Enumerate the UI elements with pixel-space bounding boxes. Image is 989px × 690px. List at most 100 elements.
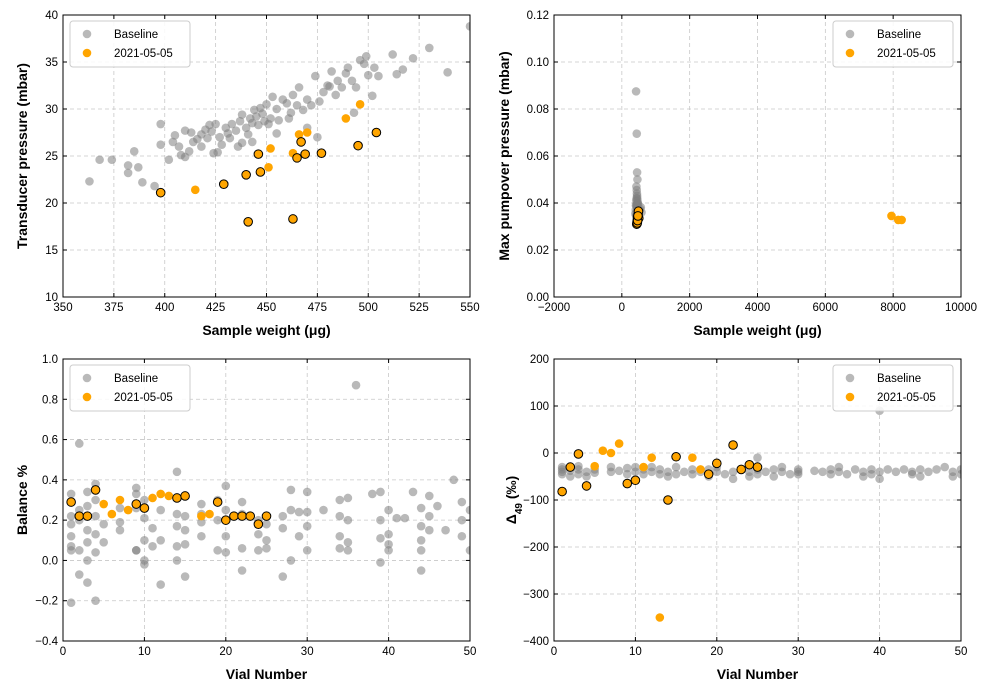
data-point — [180, 525, 190, 535]
y-tick-label: −100 — [523, 495, 549, 507]
data-point — [155, 187, 166, 198]
data-point — [631, 462, 640, 472]
data-point — [272, 129, 281, 138]
data-point — [343, 546, 353, 555]
data-point — [66, 489, 76, 499]
data-point — [82, 511, 93, 521]
data-point — [91, 529, 100, 539]
data-point — [359, 59, 369, 69]
data-point — [205, 509, 214, 519]
y-label-subscript: 49 — [514, 503, 525, 515]
y-tick-label: 200 — [530, 354, 549, 366]
data-point — [368, 489, 377, 499]
data-point — [292, 100, 302, 110]
data-point — [90, 485, 101, 495]
y-tick-label: 0.02 — [527, 245, 549, 257]
data-point — [355, 100, 365, 109]
data-point — [284, 114, 294, 123]
data-point — [197, 511, 206, 521]
data-point — [138, 178, 147, 187]
data-point — [197, 142, 206, 151]
data-point — [83, 578, 92, 587]
x-axis-label: Vial Number — [226, 666, 308, 682]
data-point — [107, 155, 117, 165]
legend-box — [832, 20, 954, 68]
y-tick-label: 0.12 — [527, 10, 549, 22]
x-tick-label: 500 — [359, 302, 378, 314]
data-point — [384, 505, 393, 515]
data-point — [761, 467, 770, 477]
legend-label: Baseline — [877, 29, 921, 41]
data-point — [465, 21, 470, 31]
data-point — [679, 467, 689, 477]
data-point — [302, 521, 312, 531]
y-tick-label: 0.04 — [527, 198, 550, 210]
data-point — [325, 82, 334, 91]
data-point — [237, 544, 247, 553]
x-tick-label: 0 — [60, 646, 66, 658]
y-axis-label: Balance % — [14, 464, 30, 535]
data-point — [581, 481, 592, 491]
x-tick-label: 40 — [382, 646, 395, 658]
data-point — [785, 469, 795, 479]
data-point — [74, 439, 84, 448]
data-point — [254, 529, 263, 539]
data-point — [255, 167, 266, 177]
y-axis-label: Max pumpover pressure (mbar) — [496, 51, 512, 260]
data-point — [266, 144, 275, 153]
data-point — [262, 535, 271, 545]
data-point — [793, 467, 803, 477]
data-point — [156, 535, 165, 545]
data-point — [298, 105, 308, 115]
data-point — [180, 126, 190, 135]
data-point — [696, 465, 705, 474]
x-tick-label: −2000 — [538, 302, 570, 314]
data-point — [408, 53, 418, 63]
data-point — [590, 461, 599, 471]
data-point — [891, 467, 901, 477]
data-point — [368, 91, 377, 101]
ticks: −2000 0 2000 4000 6000 8000 10000 0.00 0.02 0.04 0… — [527, 10, 977, 314]
legend-marker — [845, 373, 855, 383]
data-point — [400, 513, 410, 523]
data-point — [633, 175, 642, 184]
data-point — [148, 523, 157, 533]
data-point — [262, 519, 271, 529]
data-point — [769, 465, 779, 474]
data-point — [197, 517, 206, 527]
data-point — [237, 110, 247, 119]
y-label-delta: Δ — [503, 514, 519, 524]
data-point — [416, 503, 426, 513]
data-point — [253, 519, 264, 529]
data-point — [671, 469, 681, 479]
data-point — [353, 140, 363, 151]
x-tick-label: 8000 — [880, 302, 906, 314]
y-tick-label: 0.4 — [42, 475, 59, 487]
data-point — [842, 469, 852, 479]
data-point — [99, 538, 108, 547]
data-point — [221, 531, 231, 541]
data-point — [341, 114, 351, 123]
data-point — [294, 507, 304, 517]
data-point — [899, 465, 909, 474]
chart-panel-4: 0 10 20 30 40 50 −400 −300 −200 −100 0 100 200 Vial N… — [503, 354, 967, 682]
data-point — [606, 462, 616, 472]
x-tick-label: 10 — [138, 646, 151, 658]
y-label-unit: (‰) — [503, 476, 519, 503]
x-tick-label: 375 — [104, 302, 123, 314]
data-point — [956, 469, 961, 479]
data-point — [156, 505, 165, 515]
data-point — [292, 153, 302, 163]
data-point — [639, 462, 648, 472]
data-point — [631, 87, 641, 96]
data-point — [810, 466, 819, 476]
data-point — [140, 535, 149, 545]
data-point — [74, 546, 84, 555]
data-point — [720, 469, 730, 479]
legend-label: 2021-05-05 — [877, 48, 936, 60]
data-point — [237, 566, 247, 575]
x-tick-label: 20 — [219, 646, 232, 658]
data-point — [398, 65, 408, 74]
y-tick-label: 0.6 — [42, 435, 58, 447]
data-point — [306, 100, 316, 110]
